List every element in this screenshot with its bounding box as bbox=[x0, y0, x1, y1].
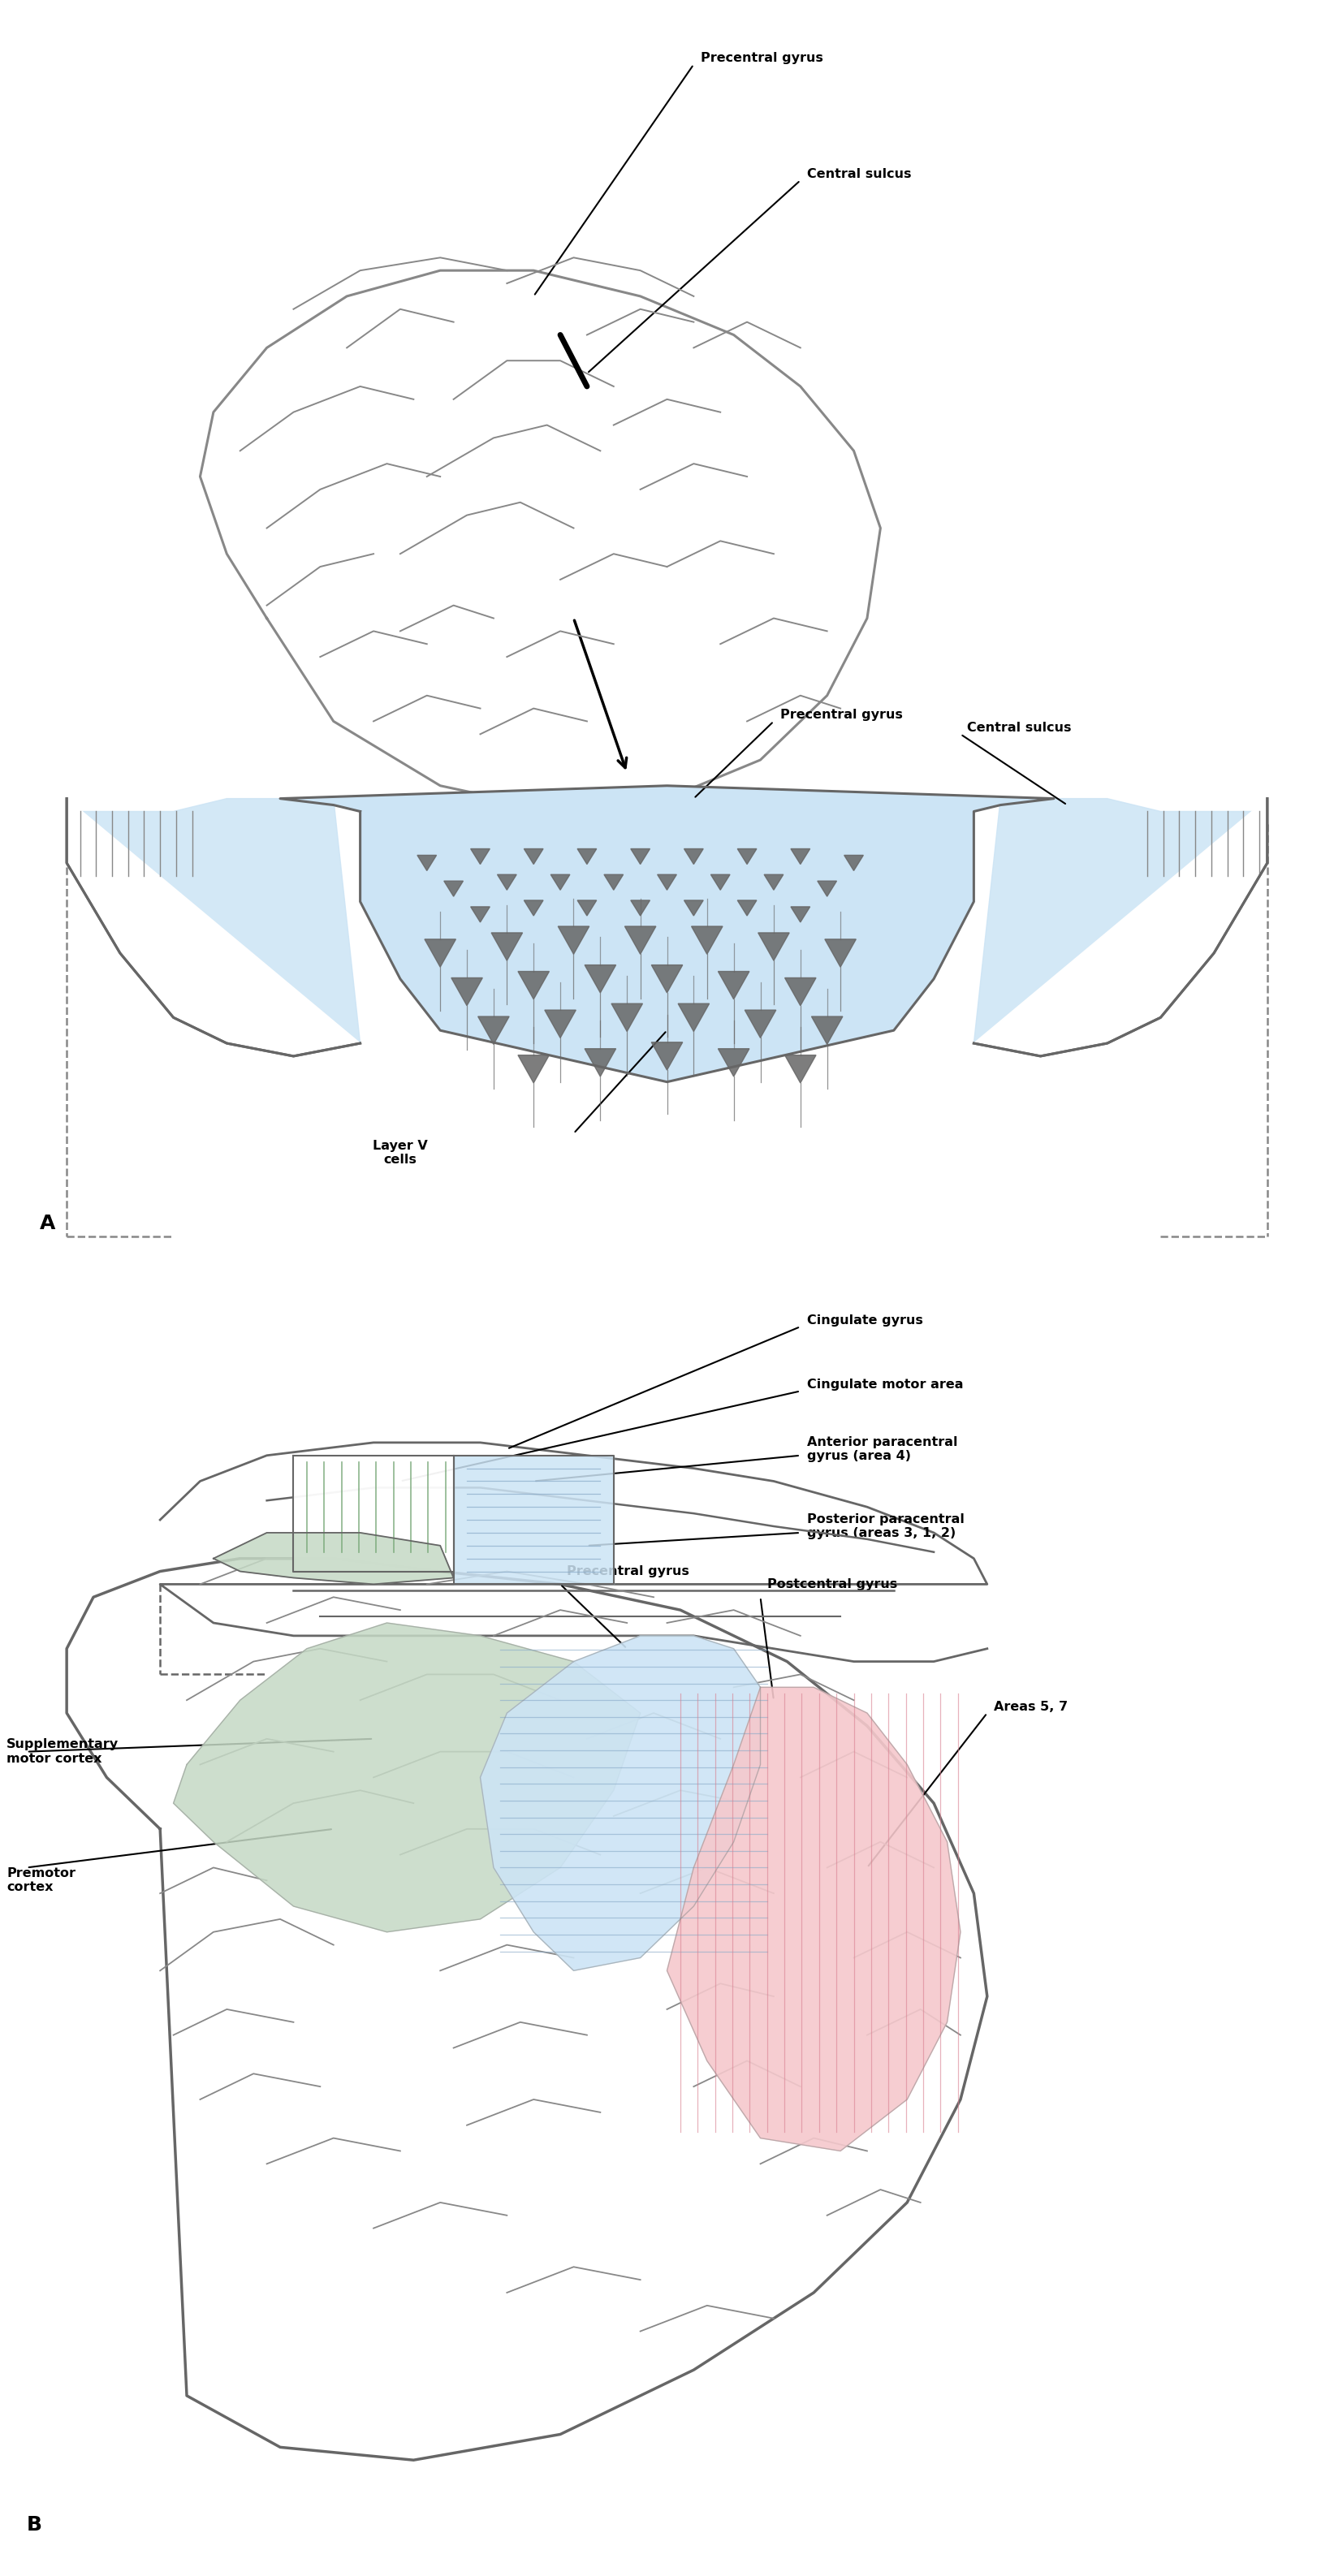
Polygon shape bbox=[544, 1010, 576, 1038]
Polygon shape bbox=[200, 270, 880, 811]
Polygon shape bbox=[518, 971, 550, 999]
Polygon shape bbox=[173, 1623, 640, 1932]
Polygon shape bbox=[454, 1455, 614, 1584]
Polygon shape bbox=[293, 1455, 454, 1571]
Text: Premotor
cortex: Premotor cortex bbox=[7, 1868, 76, 1893]
Polygon shape bbox=[718, 1048, 750, 1077]
Polygon shape bbox=[744, 1010, 776, 1038]
Polygon shape bbox=[691, 927, 723, 953]
Polygon shape bbox=[684, 850, 703, 866]
Polygon shape bbox=[667, 1687, 960, 2151]
Polygon shape bbox=[974, 799, 1267, 1056]
Polygon shape bbox=[738, 902, 756, 917]
Polygon shape bbox=[678, 1005, 710, 1030]
Text: B: B bbox=[27, 2514, 43, 2535]
Text: Precentral gyrus: Precentral gyrus bbox=[780, 708, 903, 721]
Polygon shape bbox=[578, 902, 596, 917]
Polygon shape bbox=[718, 971, 750, 999]
Polygon shape bbox=[818, 881, 836, 896]
Polygon shape bbox=[651, 1043, 683, 1069]
Text: Cingulate gyrus: Cingulate gyrus bbox=[807, 1314, 923, 1327]
Polygon shape bbox=[67, 799, 360, 1056]
Polygon shape bbox=[764, 876, 783, 891]
Polygon shape bbox=[811, 1018, 843, 1043]
Polygon shape bbox=[418, 855, 436, 871]
Polygon shape bbox=[280, 786, 1054, 1082]
Polygon shape bbox=[824, 940, 856, 966]
Polygon shape bbox=[498, 876, 516, 891]
Polygon shape bbox=[974, 799, 1267, 1056]
Text: A: A bbox=[40, 1213, 56, 1234]
Text: Central sulcus: Central sulcus bbox=[807, 167, 911, 180]
Polygon shape bbox=[480, 1636, 760, 1971]
Polygon shape bbox=[784, 979, 816, 1005]
Text: Posterior paracentral
gyrus (areas 3, 1, 2): Posterior paracentral gyrus (areas 3, 1,… bbox=[807, 1512, 964, 1540]
Polygon shape bbox=[684, 902, 703, 917]
Polygon shape bbox=[471, 850, 490, 866]
Text: Cingulate motor area: Cingulate motor area bbox=[807, 1378, 963, 1391]
Polygon shape bbox=[791, 850, 810, 866]
Polygon shape bbox=[844, 855, 863, 871]
Text: Layer V
cells: Layer V cells bbox=[372, 1139, 428, 1167]
Polygon shape bbox=[451, 979, 483, 1005]
Polygon shape bbox=[524, 850, 543, 866]
Text: Supplementary
motor cortex: Supplementary motor cortex bbox=[7, 1739, 119, 1765]
Polygon shape bbox=[524, 902, 543, 917]
Polygon shape bbox=[624, 927, 656, 953]
Polygon shape bbox=[444, 881, 463, 896]
Polygon shape bbox=[631, 850, 650, 866]
Text: Anterior paracentral
gyrus (area 4): Anterior paracentral gyrus (area 4) bbox=[807, 1435, 958, 1463]
Text: Precentral gyrus: Precentral gyrus bbox=[567, 1566, 690, 1577]
Polygon shape bbox=[758, 933, 790, 961]
Polygon shape bbox=[424, 940, 456, 966]
Polygon shape bbox=[791, 907, 810, 922]
Polygon shape bbox=[478, 1018, 510, 1043]
Polygon shape bbox=[604, 876, 623, 891]
Polygon shape bbox=[67, 1558, 987, 2460]
Polygon shape bbox=[651, 966, 683, 992]
Text: Precentral gyrus: Precentral gyrus bbox=[700, 52, 823, 64]
Polygon shape bbox=[711, 876, 730, 891]
Polygon shape bbox=[213, 1533, 454, 1584]
Polygon shape bbox=[784, 1056, 816, 1082]
Polygon shape bbox=[160, 1443, 987, 1662]
Polygon shape bbox=[67, 799, 360, 1056]
Polygon shape bbox=[738, 850, 756, 866]
Polygon shape bbox=[584, 966, 616, 992]
Polygon shape bbox=[578, 850, 596, 866]
Polygon shape bbox=[584, 1048, 616, 1077]
Text: Areas 5, 7: Areas 5, 7 bbox=[994, 1700, 1067, 1713]
Polygon shape bbox=[658, 876, 676, 891]
Polygon shape bbox=[631, 902, 650, 917]
Polygon shape bbox=[491, 933, 523, 961]
Polygon shape bbox=[551, 876, 570, 891]
Polygon shape bbox=[611, 1005, 643, 1030]
Polygon shape bbox=[518, 1056, 550, 1082]
Polygon shape bbox=[471, 907, 490, 922]
Polygon shape bbox=[558, 927, 590, 953]
Text: Central sulcus: Central sulcus bbox=[967, 721, 1071, 734]
Text: Postcentral gyrus: Postcentral gyrus bbox=[767, 1579, 898, 1589]
